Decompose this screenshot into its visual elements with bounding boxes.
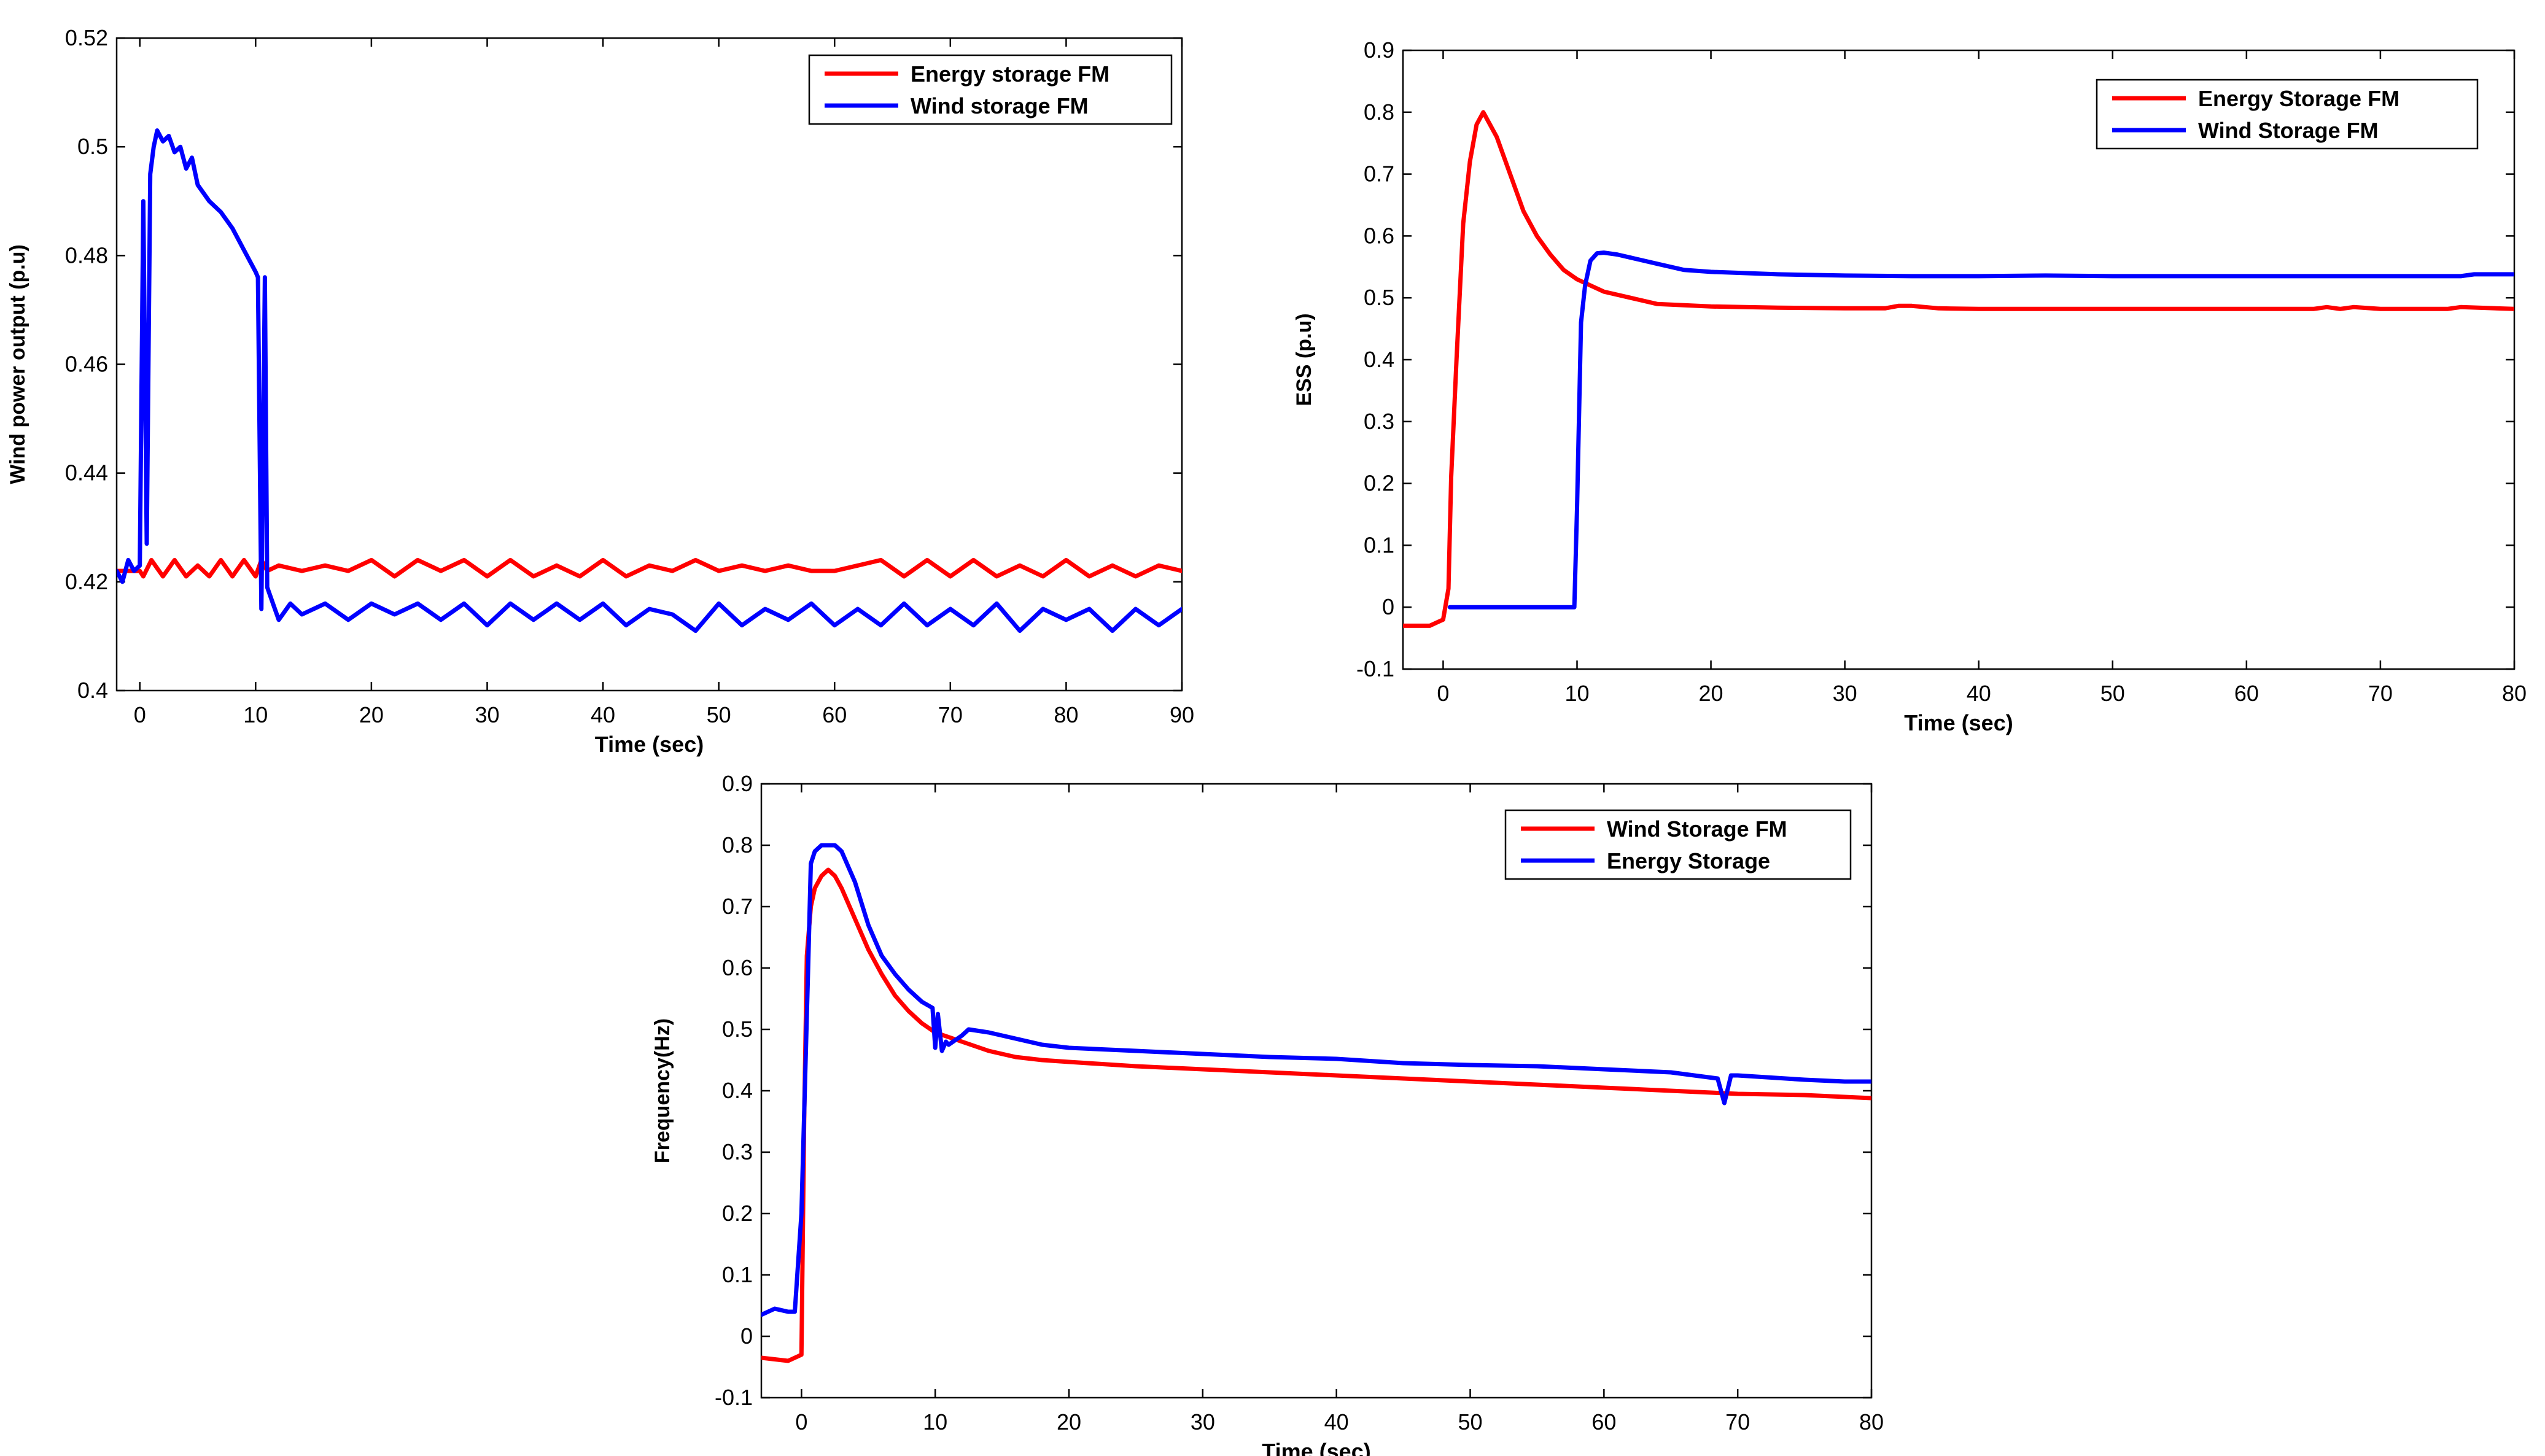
x-tick-label: 50 — [1458, 1409, 1482, 1435]
ess-chart: 0 10 20 30 40 50 60 70 80 -0.1 0 0.1 0.2 0.3 0.4 0.5 0.6… — [1292, 37, 2527, 735]
series-line — [761, 843, 1871, 1317]
y-tick-label: -0.1 — [715, 1385, 753, 1410]
x-tick-label: 70 — [1725, 1409, 1750, 1435]
x-tick-label: 90 — [1170, 702, 1194, 727]
y-tick-label: 0.5 — [1364, 285, 1394, 310]
y-tick-label: 0.4 — [722, 1078, 753, 1103]
y-tick-label: 0.48 — [65, 242, 108, 268]
legend: Energy storage FM Wind storage FM — [808, 54, 1173, 125]
y-tick-label: 0.52 — [65, 25, 108, 50]
y-tick-label: 0.4 — [1364, 347, 1394, 372]
y-tick-label: 0.44 — [65, 460, 108, 486]
legend-label: Energy Storage FM — [2198, 86, 2399, 111]
plot-frame — [115, 37, 1183, 692]
legend-label: Wind Storage FM — [1607, 816, 1787, 842]
x-tick-label: 20 — [359, 702, 384, 727]
series-line — [117, 128, 1182, 633]
y-tick-label: 0.42 — [65, 569, 108, 594]
x-tick-label: 10 — [1564, 681, 1589, 706]
legend-label: Wind Storage FM — [2198, 118, 2379, 143]
y-axis-label: Frequency(Hz) — [651, 1018, 674, 1163]
legend-box — [1504, 809, 1852, 880]
x-tick-label: 20 — [1699, 681, 1723, 706]
y-tick-label: 0.1 — [722, 1262, 753, 1287]
y-tick-label: 0.3 — [1364, 409, 1394, 434]
legend: Wind Storage FM Energy Storage — [1504, 809, 1852, 880]
y-tick-label: 0.5 — [722, 1016, 753, 1042]
x-tick-label: 60 — [2234, 681, 2259, 706]
y-tick-label: 0.9 — [1364, 37, 1394, 63]
x-tick-label: 80 — [2502, 681, 2527, 706]
y-tick-label: 0 — [740, 1323, 753, 1349]
x-tick-label: 80 — [1054, 702, 1078, 727]
y-tick-label: 0.6 — [722, 955, 753, 980]
x-axis-label: Time (sec) — [1904, 710, 2013, 735]
x-tick-label: 30 — [475, 702, 499, 727]
y-tick-label: -0.1 — [1356, 656, 1394, 681]
x-tick-label: 0 — [795, 1409, 807, 1435]
x-tick-label: 40 — [1967, 681, 1991, 706]
y-tick-label: 0.8 — [722, 832, 753, 858]
y-tick-label: 0.46 — [65, 352, 108, 377]
series-line — [1403, 110, 2514, 628]
x-tick-label: 10 — [923, 1409, 947, 1435]
y-tick-label: 0.4 — [77, 678, 108, 703]
y-axis-label: Wind power output (p.u) — [6, 244, 29, 484]
series-line — [1447, 250, 2514, 610]
legend: Energy Storage FM Wind Storage FM — [2096, 79, 2479, 150]
legend-label: Wind storage FM — [911, 93, 1089, 118]
x-tick-label: 50 — [2100, 681, 2125, 706]
y-tick-label: 0 — [1382, 594, 1394, 619]
x-axis-label: Time (sec) — [1262, 1439, 1370, 1456]
legend-box — [2096, 79, 2479, 150]
x-tick-label: 60 — [822, 702, 847, 727]
x-tick-label: 10 — [243, 702, 268, 727]
y-tick-label: 0.3 — [722, 1139, 753, 1164]
frequency-chart: 0 10 20 30 40 50 60 70 80 -0.1 0 0.1 0.2 0.3 0.4 0.5 0.6… — [651, 771, 1884, 1456]
y-tick-label: 0.1 — [1364, 532, 1394, 557]
y-tick-label: 0.9 — [722, 771, 753, 796]
y-tick-label: 0.5 — [77, 134, 108, 159]
wind-power-output-chart: 0 10 20 30 40 50 60 70 80 90 0.4 0.42 0.44 0.46 0.48 0.… — [6, 25, 1194, 757]
legend-box — [808, 54, 1173, 125]
series-group — [761, 843, 1871, 1363]
x-tick-label: 30 — [1833, 681, 1857, 706]
x-tick-label: 50 — [707, 702, 731, 727]
legend-label: Energy storage FM — [911, 61, 1109, 87]
y-tick-label: 0.7 — [1364, 161, 1394, 187]
x-tick-label: 30 — [1191, 1409, 1215, 1435]
x-tick-label: 70 — [2368, 681, 2393, 706]
x-tick-label: 0 — [1437, 681, 1449, 706]
x-axis-label: Time (sec) — [595, 732, 704, 757]
series-line — [117, 557, 1182, 579]
x-tick-label: 40 — [1324, 1409, 1349, 1435]
x-tick-label: 80 — [1859, 1409, 1884, 1435]
y-tick-label: 0.6 — [1364, 223, 1394, 248]
y-tick-label: 0.8 — [1364, 99, 1394, 125]
x-tick-label: 20 — [1057, 1409, 1081, 1435]
x-tick-label: 0 — [134, 702, 146, 727]
x-tick-label: 60 — [1591, 1409, 1616, 1435]
series-group — [117, 128, 1182, 633]
y-tick-label: 0.7 — [722, 894, 753, 919]
y-tick-label: 0.2 — [722, 1201, 753, 1226]
legend-label: Energy Storage — [1607, 848, 1770, 873]
plot-frame — [1402, 49, 2516, 670]
y-tick-label: 0.2 — [1364, 471, 1394, 496]
x-tick-label: 70 — [938, 702, 963, 727]
x-tick-label: 40 — [591, 702, 615, 727]
y-axis-label: ESS (p.u) — [1292, 313, 1316, 406]
series-group — [1403, 110, 2514, 628]
